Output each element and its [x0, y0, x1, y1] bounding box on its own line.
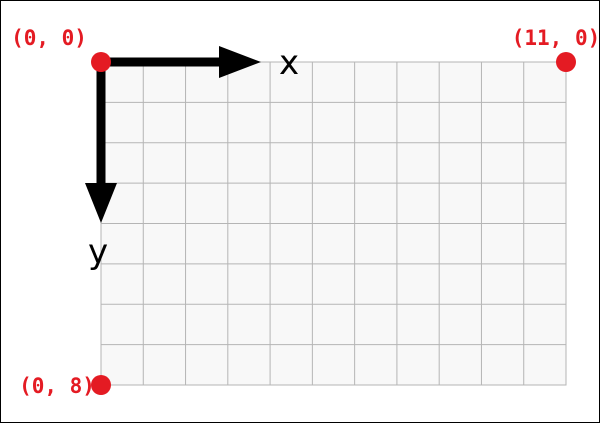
y-axis-label: y — [88, 232, 108, 272]
point-label: (0, 0) — [11, 26, 87, 50]
axes: x y — [85, 43, 299, 272]
point-marker — [556, 52, 576, 72]
point-label: (0, 8) — [19, 374, 95, 398]
point-marker — [91, 52, 111, 72]
y-axis-arrowhead — [85, 183, 117, 223]
point-marker — [91, 375, 111, 395]
point-label: (11, 0) — [512, 26, 599, 50]
points: (0, 0) (11, 0) (0, 8) — [11, 26, 599, 398]
grid — [100, 61, 567, 386]
x-axis-arrowhead — [219, 46, 261, 78]
x-axis-label: x — [279, 43, 299, 83]
